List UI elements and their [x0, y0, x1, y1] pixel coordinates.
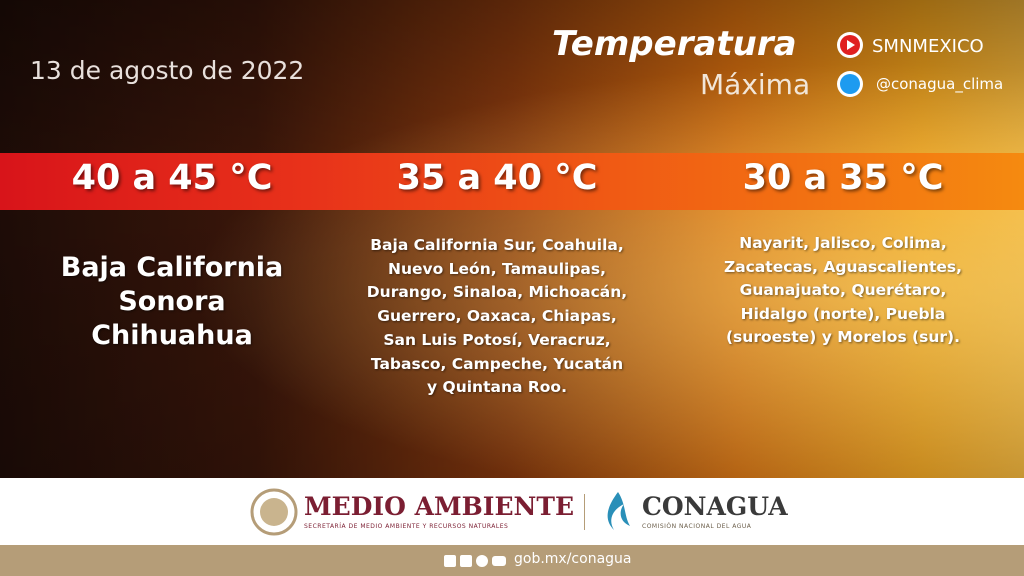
region-line: Guerrero, Oaxaca, Chiapas, [377, 307, 617, 326]
region-line: Tabasco, Campeche, Yucatán [370, 354, 624, 373]
ministry-name: MEDIO AMBIENTE [304, 492, 575, 521]
agency-subtitle: COMISIÓN NACIONAL DEL AGUA [642, 523, 752, 530]
footer-strip: gob.mx/conagua [0, 545, 1024, 576]
region-line: Sonora [118, 286, 226, 317]
twitter-icon-inner [840, 74, 860, 94]
region-line: Zacatecas, Aguascalientes, [723, 257, 963, 276]
region-line: Guanajuato, Querétaro, [739, 281, 947, 299]
region-line: y Quintana Roo. [427, 378, 567, 397]
divider [584, 494, 585, 530]
temperature-range: 30 a 35 °C [742, 158, 944, 198]
social-icons-small [444, 555, 506, 567]
date: 13 de agosto de 2022 [30, 56, 305, 85]
region-line: Durango, Sinaloa, Michoacán, [366, 283, 628, 302]
website: gob.mx/conagua [514, 551, 632, 567]
region-line: Baja California [60, 252, 284, 283]
youtube-play [847, 40, 855, 50]
twitter-handle: @conagua_clima [876, 75, 1004, 93]
region-line: San Luis Potosí, Veracruz, [383, 330, 611, 349]
footer: MEDIO AMBIENTE SECRETARÍA DE MEDIO AMBIE… [0, 478, 1024, 545]
title: Temperatura [552, 24, 797, 64]
subtitle: Máxima [700, 68, 811, 101]
ministry-subtitle: SECRETARÍA DE MEDIO AMBIENTE Y RECURSOS … [304, 523, 509, 530]
agency-name: CONAGUA [642, 492, 788, 521]
region-line: (suroeste) y Morelos (sur). [725, 328, 961, 346]
temperature-range: 35 a 40 °C [396, 158, 598, 198]
seal [250, 488, 298, 536]
region-line: Baja California Sur, Coahuila, [370, 236, 624, 254]
region-line: Nuevo León, Tamaulipas, [388, 259, 606, 278]
social-icons [837, 32, 863, 97]
youtube-handle: SMNMEXICO [872, 36, 984, 57]
range-band [0, 153, 1024, 210]
temperature-range: 40 a 45 °C [71, 158, 273, 198]
region-line: Hidalgo (norte), Puebla [740, 304, 946, 323]
conagua-logo [607, 492, 630, 530]
region-line: Chihuahua [91, 320, 253, 351]
region-line: Nayarit, Jalisco, Colima, [739, 234, 947, 252]
